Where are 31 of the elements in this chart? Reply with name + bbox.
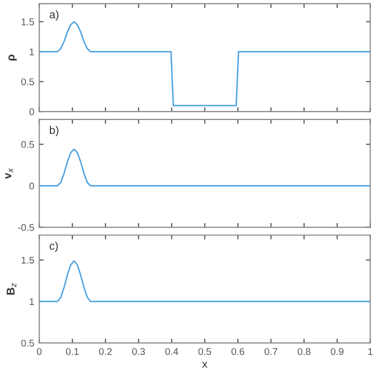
line-series	[39, 260, 370, 302]
y-tick-label: 0.5	[21, 340, 34, 347]
y-tick-label: 1	[30, 48, 34, 56]
y-axis-title: ρ	[8, 54, 17, 60]
x-tick-label: 0.2	[99, 348, 112, 355]
x-tick-label: 0.7	[264, 348, 278, 355]
y-tick-label: 0.5	[21, 141, 34, 148]
x-axis-title: x	[202, 362, 208, 368]
y-axis-title: v$_{x}$	[5, 168, 13, 179]
y-tick-label: 0	[29, 108, 34, 116]
x-tick-label: 0.5	[198, 348, 212, 355]
x-tick-label: 0.1	[66, 348, 79, 355]
x-tick-label: 0.8	[298, 348, 310, 355]
y-tick-label: 1.5	[22, 18, 34, 26]
y-tick-label: 0	[29, 182, 34, 190]
line-series	[39, 148, 370, 186]
annotation: c)	[50, 242, 58, 252]
annotation: b)	[50, 126, 58, 136]
y-axis-title: B$_{z}$	[6, 282, 16, 295]
annotation: a)	[50, 10, 58, 21]
y-tick-label: 0.5	[21, 78, 34, 86]
x-tick-label: 1	[368, 348, 372, 355]
x-tick-label: 0.4	[165, 348, 178, 355]
y-tick-label: -0.5	[18, 224, 34, 231]
x-tick-label: 0.3	[132, 348, 145, 355]
y-tick-label: 1.5	[22, 256, 34, 264]
x-tick-label: 0	[36, 348, 42, 355]
x-tick-label: 0.6	[231, 348, 244, 355]
y-tick-label: 1	[30, 298, 34, 306]
x-tick-label: 0.9	[330, 348, 344, 355]
line-series	[39, 21, 370, 106]
